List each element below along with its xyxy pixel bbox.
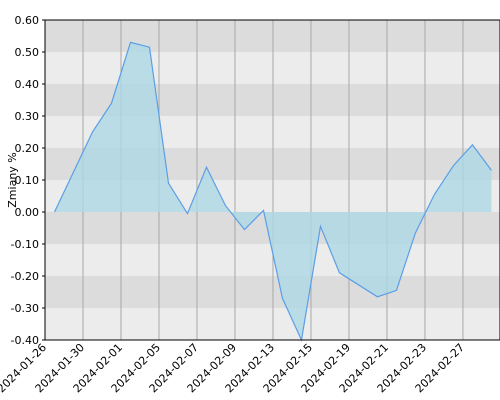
y-tick-label: 0.10 [15, 174, 40, 187]
y-tick-label: 0.60 [15, 14, 40, 27]
y-tick-label: 0.20 [15, 142, 40, 155]
y-tick-label: -0.10 [11, 238, 39, 251]
y-tick-label: 0.50 [15, 46, 40, 59]
y-tick-label: -0.40 [11, 334, 39, 347]
y-tick-label: 0.40 [15, 78, 40, 91]
y-axis-label: Zmiany % [6, 152, 19, 207]
plot-border [44, 19, 500, 341]
y-tick-label: -0.20 [11, 270, 39, 283]
y-tick-label: -0.30 [11, 302, 39, 315]
marks [53, 41, 492, 343]
line [53, 41, 492, 343]
area [54, 42, 492, 341]
y-tick-label: 0.00 [15, 206, 40, 219]
y-tick-label: 0.30 [15, 110, 40, 123]
